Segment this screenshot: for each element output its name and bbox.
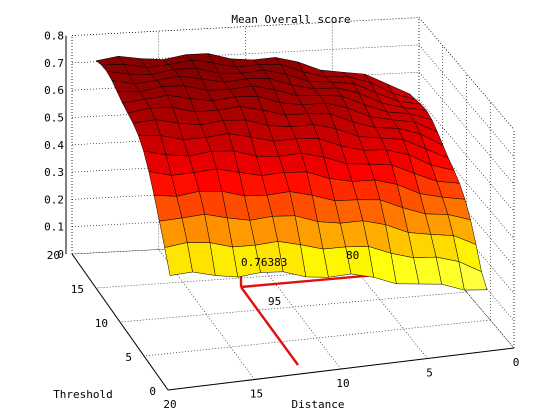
- z-gridline: [418, 72, 515, 185]
- surface-patch: [458, 261, 488, 291]
- z-tick-label: 0.7: [44, 57, 64, 70]
- tick-labels: 051015200510152000.10.20.30.40.50.60.70.…: [44, 30, 519, 411]
- x-tick-label: 5: [426, 367, 433, 380]
- frame-edge: [71, 17, 420, 36]
- y-axis-line: [71, 253, 169, 391]
- y-tick-label: 20: [47, 249, 60, 262]
- z-gridline: [71, 126, 420, 146]
- z-tick-label: 0: [57, 248, 64, 261]
- z-gridline: [71, 153, 420, 173]
- x-gridline: [245, 244, 342, 370]
- z-tick-label: 0.5: [44, 112, 64, 125]
- x-axis-line: [167, 347, 515, 391]
- axis-frame: [65, 17, 515, 391]
- z-gridline: [418, 99, 515, 212]
- x-tick-label: 20: [163, 398, 176, 411]
- y-axis-label: Threshold: [53, 388, 113, 401]
- z-gridline: [71, 208, 420, 227]
- z-gridline: [418, 44, 515, 158]
- marker-threshold-line: [240, 286, 299, 366]
- y-gridline: [143, 319, 491, 357]
- z-tick-label: 0.3: [44, 166, 64, 179]
- x-tick-label: 0: [513, 356, 520, 369]
- y-gridline: [119, 291, 467, 323]
- marker-distance-label: 80: [346, 249, 359, 262]
- marker-labels: 0.76383 80 95: [241, 249, 359, 308]
- y-tick-label: 15: [71, 283, 84, 296]
- z-tick-label: 0.6: [44, 84, 64, 97]
- marker-z-label: 0.76383: [241, 256, 287, 269]
- y-tick-label: 10: [95, 317, 108, 330]
- z-tick-label: 0.1: [44, 221, 64, 234]
- x-tick-label: 15: [250, 388, 263, 401]
- z-gridline: [418, 17, 515, 130]
- x-tick-label: 10: [336, 377, 349, 390]
- x-gridline: [418, 235, 515, 349]
- frame-edge: [418, 17, 515, 130]
- z-tick-label: 0.2: [44, 193, 64, 206]
- y-tick-label: 0: [149, 385, 156, 398]
- marker-threshold-label: 95: [268, 295, 281, 308]
- z-tick-label: 0.4: [44, 139, 64, 152]
- z-tick-label: 0.8: [44, 30, 64, 43]
- y-tick-label: 5: [125, 351, 132, 364]
- surface-mesh: [95, 53, 488, 291]
- x-axis-label: Distance: [292, 398, 345, 411]
- z-gridline: [71, 235, 420, 255]
- z-gridline: [71, 181, 420, 200]
